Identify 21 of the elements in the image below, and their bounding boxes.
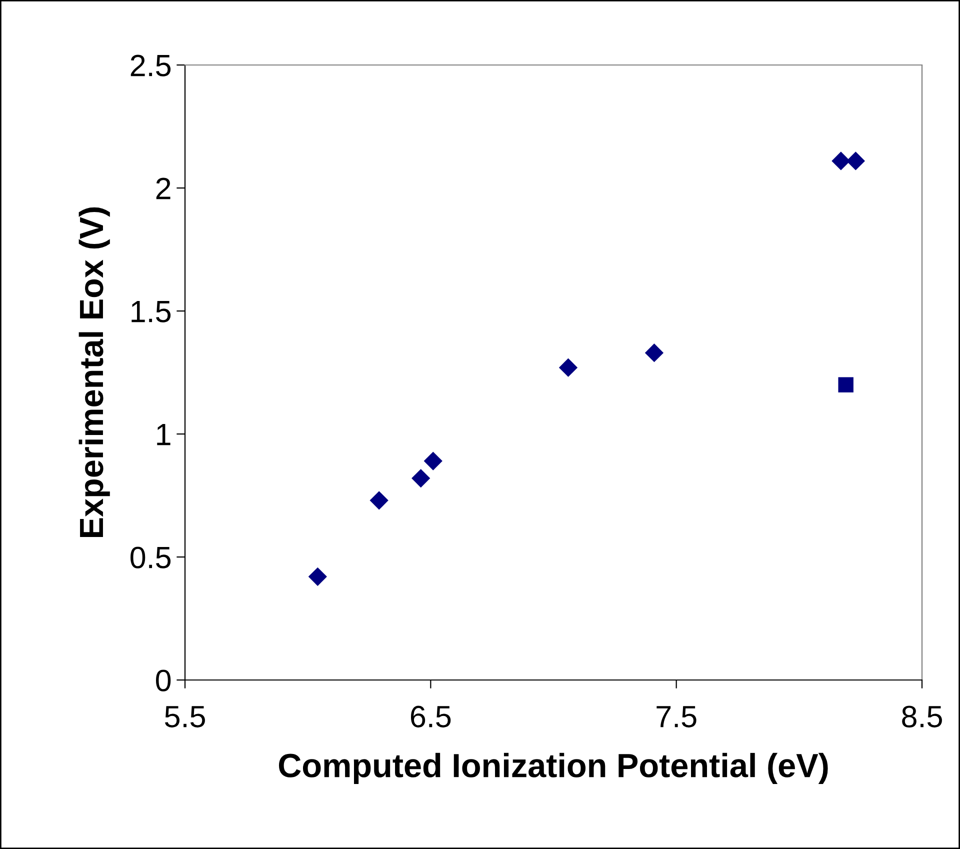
point xyxy=(424,452,442,470)
point xyxy=(308,567,327,586)
x-tick-label: 5.5 xyxy=(164,706,205,728)
x-tick-label: 7.5 xyxy=(656,706,696,728)
point xyxy=(370,491,388,510)
point xyxy=(558,358,578,377)
point xyxy=(832,152,850,170)
y-tick-label: 1 xyxy=(157,424,170,446)
y-tick-label: 0 xyxy=(156,670,171,692)
point xyxy=(846,152,865,170)
y-tick-label: 2.5 xyxy=(130,54,171,76)
point xyxy=(644,344,664,362)
y-tick-label: 0.5 xyxy=(130,546,171,568)
x-tick-label: 8.5 xyxy=(902,706,942,728)
y-axis-title: Experimental Eox (V) xyxy=(78,207,110,537)
y-tick-label: 1.5 xyxy=(132,301,171,322)
x-tick-label: 6.5 xyxy=(410,706,451,728)
y-tick-label: 2 xyxy=(156,178,170,200)
point xyxy=(412,468,430,488)
point xyxy=(838,377,854,392)
x-axis-title: Computed Ionization Potential (eV) xyxy=(278,752,828,784)
